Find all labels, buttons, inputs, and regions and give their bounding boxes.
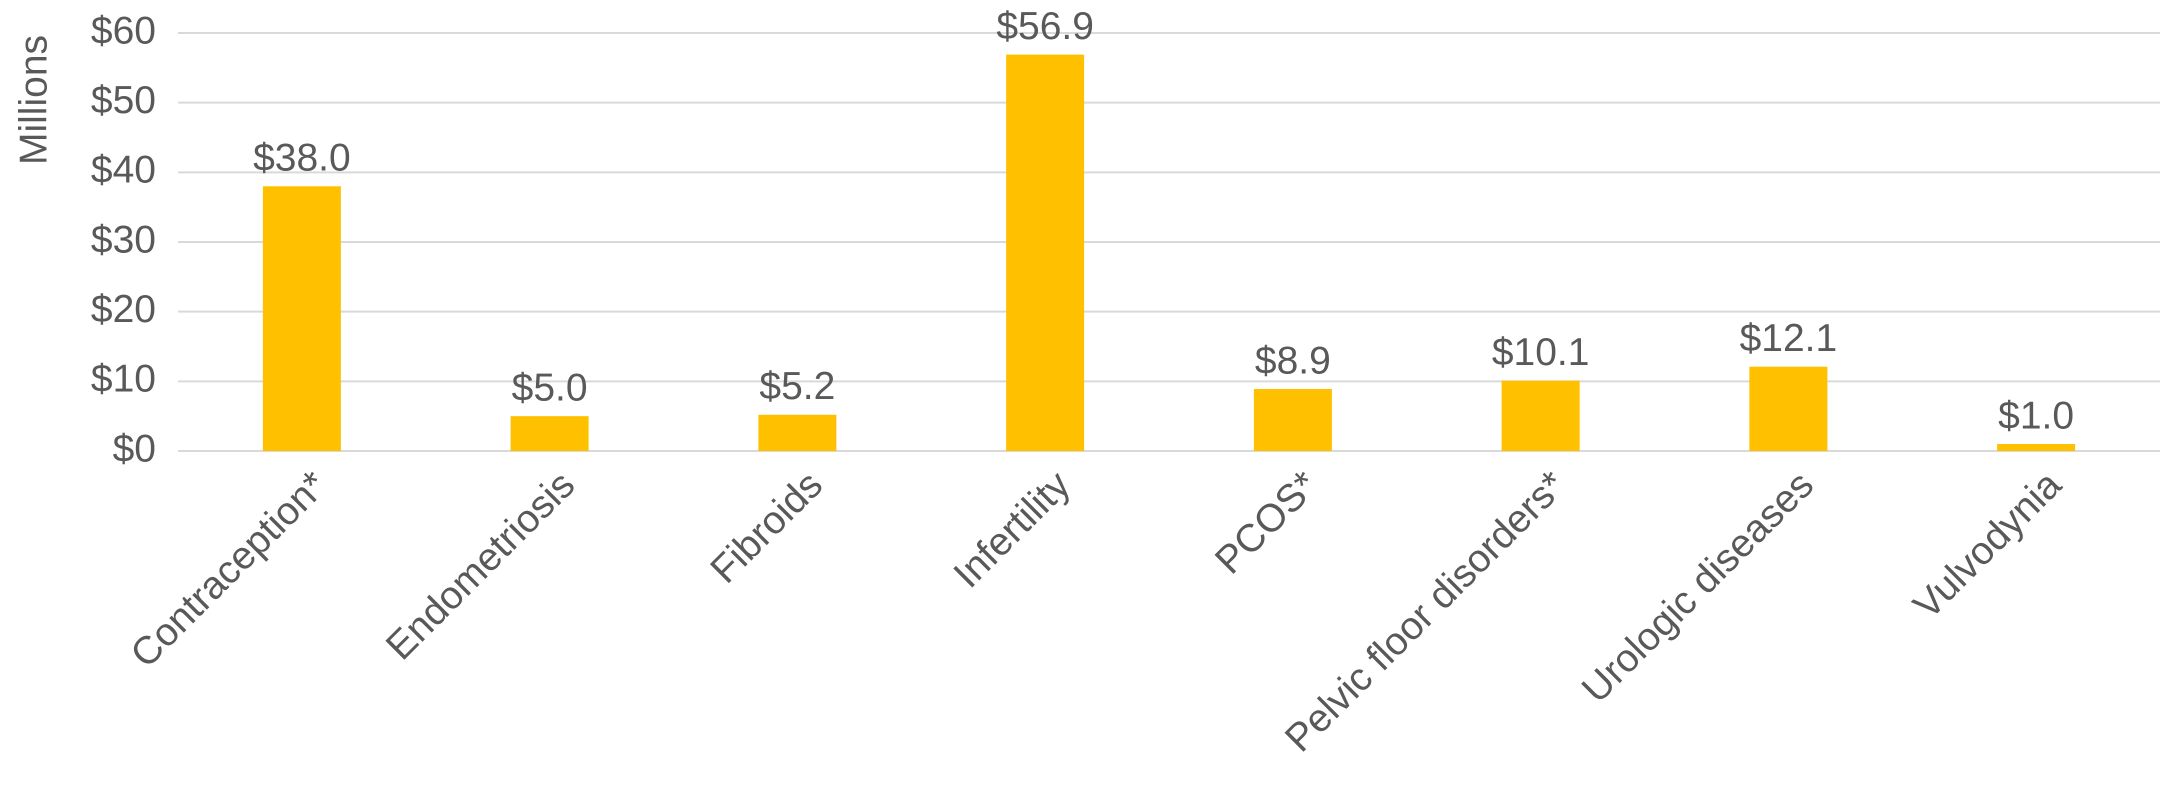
y-tick-label: $30 (91, 218, 156, 261)
y-tick-label: $60 (91, 9, 156, 52)
x-tick-label: Fibroids (703, 463, 831, 591)
x-tick-label: PCOS* (1207, 463, 1326, 582)
value-label: $38.0 (253, 137, 351, 180)
bar (1997, 444, 2076, 451)
x-tick-label: Endometriosis (378, 463, 583, 668)
bar (1749, 366, 1828, 451)
bar (262, 186, 341, 451)
bar (1006, 54, 1085, 451)
bar (758, 414, 837, 451)
x-tick-label: Pelvic floor disorders* (1277, 463, 1574, 760)
y-axis-label: Millions (12, 35, 55, 165)
y-tick-label: $50 (91, 79, 156, 122)
value-label: $8.9 (1255, 339, 1331, 382)
value-label: $10.1 (1492, 331, 1590, 374)
y-tick-label: $40 (91, 149, 156, 192)
value-label: $12.1 (1740, 317, 1838, 360)
bar (510, 416, 589, 451)
y-tick-label: $0 (113, 427, 156, 470)
y-tick-label: $20 (91, 288, 156, 331)
value-label: $56.9 (996, 5, 1094, 48)
x-tick-label: Vulvodynia (1905, 463, 2070, 628)
bar (1501, 380, 1580, 451)
value-label: $5.0 (512, 366, 588, 409)
y-tick-label: $10 (91, 358, 156, 401)
x-tick-label: Urologic diseases (1574, 463, 1822, 711)
x-tick-label: Infertility (946, 463, 1079, 596)
x-tick-label: Contraception* (123, 463, 336, 676)
value-label: $1.0 (1998, 394, 2074, 437)
value-label: $5.2 (759, 365, 835, 408)
bar (1253, 388, 1332, 451)
